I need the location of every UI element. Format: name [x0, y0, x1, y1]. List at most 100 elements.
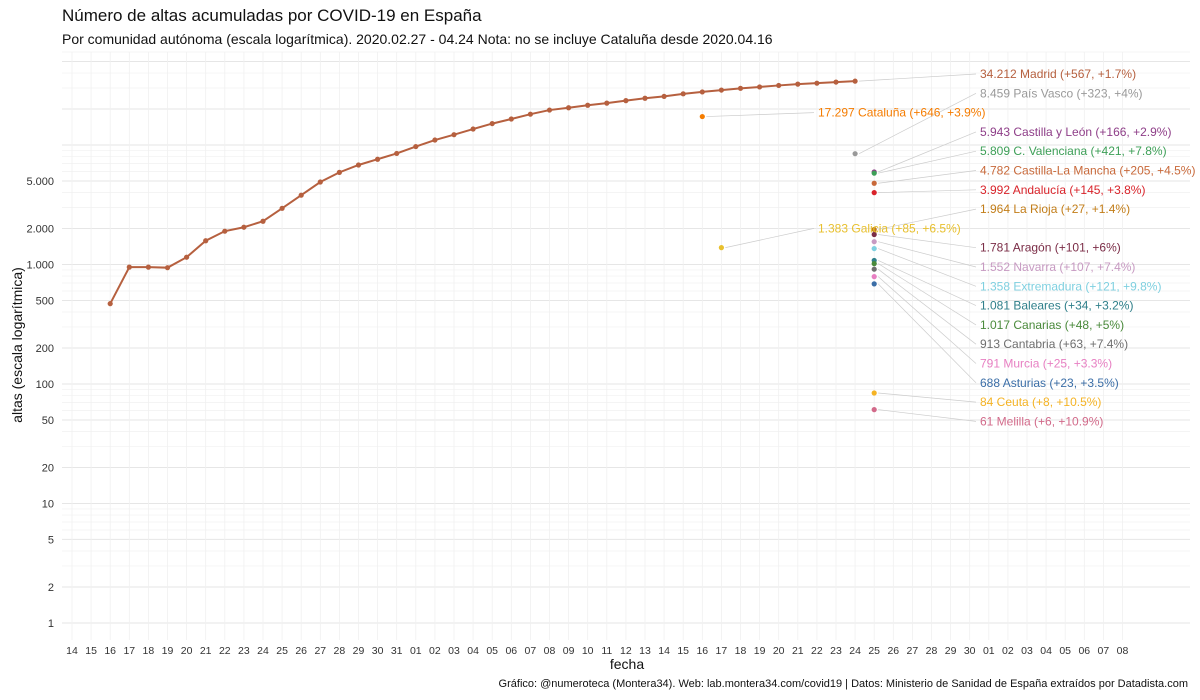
label-leader [877, 268, 977, 345]
data-point [718, 245, 725, 251]
label-leader [878, 241, 977, 268]
y-tick-label: 50 [42, 415, 54, 427]
data-point [757, 84, 763, 90]
data-point [871, 170, 877, 176]
x-tick-label: 20 [181, 645, 193, 657]
x-tick-label: 05 [1059, 645, 1071, 657]
data-point [317, 179, 323, 185]
data-point [489, 120, 495, 127]
x-tick-label: 20 [773, 645, 785, 657]
chart-subtitle: Por comunidad autónoma (escala logarítmi… [62, 31, 773, 47]
data-point [699, 113, 705, 120]
data-point [394, 150, 400, 157]
y-tick-label: 200 [36, 343, 54, 355]
x-tick-label: 24 [849, 645, 861, 657]
data-point [508, 116, 514, 122]
y-axis-label: altas (escala logarítmica) [9, 267, 25, 423]
label-leader [878, 392, 977, 403]
series-label-melilla: 61 Melilla (+6, +10.9%) [980, 414, 1103, 428]
label-leader [878, 248, 977, 287]
series-label-madrid: 34.212 Madrid (+567, +1.7%) [980, 67, 1136, 81]
x-tick-label: 10 [582, 645, 594, 657]
x-tick-label: 28 [334, 645, 346, 657]
x-tick-label: 21 [792, 645, 804, 657]
x-tick-label: 11 [601, 645, 612, 657]
x-tick-label: 12 [620, 645, 632, 657]
data-point [871, 231, 877, 238]
data-point [241, 224, 247, 230]
x-tick-label: 08 [1117, 645, 1129, 657]
series-label-catalu-a: 17.297 Cataluña (+646, +3.9%) [818, 106, 985, 120]
x-tick-label: 15 [677, 645, 689, 657]
label-leader [878, 150, 977, 174]
label-leader [706, 112, 815, 117]
x-tick-label: 16 [104, 645, 116, 657]
x-tick-label: 19 [162, 645, 174, 657]
series-label-castilla-y-le-n: 5.943 Castilla y León (+166, +2.9%) [980, 125, 1171, 139]
x-tick-label: 22 [219, 645, 231, 657]
label-leader [878, 234, 977, 249]
data-point [871, 180, 877, 186]
series-label-canarias: 1.017 Canarias (+48, +5%) [980, 318, 1124, 332]
series-line-madrid [109, 80, 856, 305]
label-leader [858, 92, 977, 154]
x-tick-label: 07 [525, 645, 537, 657]
y-tick-label: 1.000 [26, 259, 54, 271]
data-point [375, 156, 381, 162]
data-point [871, 261, 877, 267]
data-point [871, 266, 877, 272]
data-point [871, 226, 877, 233]
data-point [126, 264, 132, 270]
data-point [699, 89, 705, 95]
x-tick-label: 14 [658, 645, 670, 657]
data-point [776, 82, 782, 89]
x-tick-label: 22 [811, 645, 823, 657]
axes: 14 15 16 17 18 19 20 21 22 23 24 25 26 27 28 29 30 31 01 02… [26, 176, 1128, 657]
data-point [184, 254, 190, 260]
data-point [527, 111, 534, 117]
x-tick-label: 03 [448, 645, 460, 657]
x-tick-label: 08 [544, 645, 556, 657]
series-label-andaluc-a: 3.992 Andalucía (+145, +3.8%) [980, 183, 1145, 197]
label-leader [725, 228, 815, 248]
data-point [432, 137, 438, 143]
series-lines [107, 78, 877, 413]
label-leader [877, 283, 977, 384]
data-point [355, 162, 362, 168]
data-point [470, 126, 476, 132]
x-tick-label: 18 [143, 645, 155, 657]
x-tick-label: 28 [926, 645, 938, 657]
x-tick-label: 23 [238, 645, 250, 657]
data-point [871, 390, 877, 396]
chart-title: Número de altas acumuladas por COVID-19 … [62, 6, 482, 25]
x-tick-label: 19 [754, 645, 766, 657]
y-tick-label: 10 [42, 498, 54, 510]
data-point [871, 245, 877, 252]
label-leader [878, 409, 977, 422]
x-tick-label: 27 [907, 645, 919, 657]
x-tick-label: 02 [1002, 645, 1014, 657]
x-tick-label: 29 [353, 645, 365, 657]
x-tick-label: 03 [1021, 645, 1033, 657]
x-tick-label: 21 [200, 645, 212, 657]
label-leader [878, 170, 977, 184]
x-tick-label: 15 [85, 645, 97, 657]
series-label-castilla-la-mancha: 4.782 Castilla-La Mancha (+205, +4.5%) [980, 164, 1195, 178]
x-tick-label: 06 [505, 645, 517, 657]
data-point [852, 151, 858, 157]
x-tick-label: 25 [868, 645, 880, 657]
x-tick-label: 31 [391, 645, 403, 657]
data-point [642, 95, 648, 101]
data-point [585, 102, 591, 108]
data-point [852, 78, 858, 84]
series-label-navarra: 1.552 Navarra (+107, +7.4%) [980, 260, 1135, 274]
label-leader [878, 260, 977, 306]
data-point [107, 301, 113, 307]
x-tick-label: 16 [696, 645, 708, 657]
y-tick-label: 5.000 [26, 176, 54, 188]
x-tick-label: 05 [486, 645, 498, 657]
y-tick-label: 100 [36, 379, 54, 391]
label-leader [878, 208, 977, 230]
data-point [279, 205, 285, 211]
